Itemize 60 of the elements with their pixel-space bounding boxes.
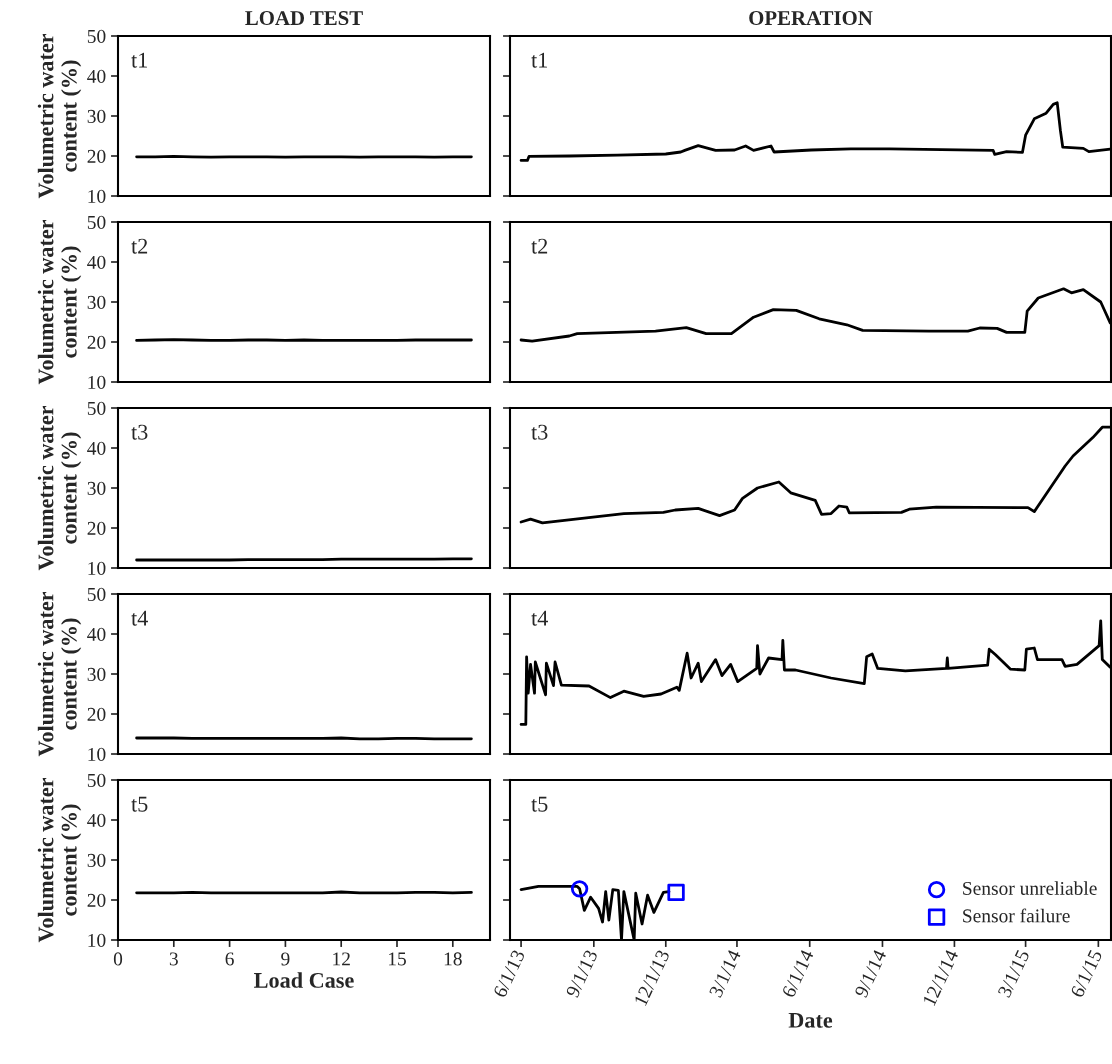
y-tick-label: 30 xyxy=(87,667,106,681)
x-tick-label: 9 xyxy=(281,952,290,966)
chart-title: OPERATION xyxy=(749,11,873,26)
annotation: t2 xyxy=(531,238,548,254)
y-tick-label: 20 xyxy=(87,893,106,907)
y-axis-title: Volumetric water content (%) xyxy=(37,777,82,943)
y-tick-label: 30 xyxy=(87,481,106,495)
y-tick-label: 20 xyxy=(87,335,106,349)
y-tick-label: 40 xyxy=(87,627,106,641)
y-tick-label: 40 xyxy=(87,255,106,269)
x-axis-title: Load Case xyxy=(254,972,354,988)
x-tick-label: 18 xyxy=(444,952,462,966)
x-tick-label: 9/1/13 xyxy=(565,949,598,999)
x-tick-label: 9/1/14 xyxy=(854,948,887,999)
x-tick-label: 12 xyxy=(333,952,350,966)
x-tick-label: 6/1/13 xyxy=(492,949,526,999)
annotation: t5 xyxy=(131,796,148,812)
x-axis-title: Date xyxy=(788,1013,833,1028)
y-tick-label: 30 xyxy=(87,295,106,309)
legend-label: Sensor failure xyxy=(963,908,1070,923)
y-tick-label: 10 xyxy=(88,375,106,389)
x-tick-label: 15 xyxy=(388,952,406,966)
y-tick-label: 50 xyxy=(87,773,106,787)
y-tick-label: 50 xyxy=(87,587,106,601)
y-tick-label: 50 xyxy=(87,215,106,229)
x-tick-label: 6/1/14 xyxy=(781,948,814,999)
y-tick-label: 10 xyxy=(88,933,106,947)
y-tick-label: 10 xyxy=(88,747,106,761)
y-tick-label: 10 xyxy=(88,561,106,575)
y-tick-label: 40 xyxy=(87,69,106,83)
x-tick-label: 0 xyxy=(113,952,123,966)
x-tick-label: 6/1/15 xyxy=(1070,949,1103,999)
annotation: t2 xyxy=(131,238,148,254)
y-axis-title: Volumetric water content (%) xyxy=(37,219,82,385)
y-tick-label: 20 xyxy=(87,707,106,721)
annotation: t1 xyxy=(131,52,147,68)
y-tick-label: 40 xyxy=(87,813,106,827)
y-tick-label: 20 xyxy=(87,149,106,163)
x-tick-label: 6 xyxy=(225,952,234,966)
y-tick-label: 30 xyxy=(87,853,106,867)
y-axis-title: Volumetric water content (%) xyxy=(37,33,82,199)
y-axis-title: Volumetric water content (%) xyxy=(37,591,82,757)
annotation: t4 xyxy=(131,610,148,626)
x-tick-label: 3 xyxy=(169,952,178,966)
y-tick-label: 40 xyxy=(87,441,106,455)
y-tick-label: 50 xyxy=(87,29,106,43)
y-axis-title: Volumetric water content (%) xyxy=(37,405,82,571)
y-tick-label: 30 xyxy=(87,109,106,123)
legend-label: Sensor unreliable xyxy=(963,881,1097,895)
annotation: t5 xyxy=(531,796,548,812)
y-tick-label: 10 xyxy=(88,189,106,203)
annotation: t3 xyxy=(131,424,148,440)
chart-title: LOAD TEST xyxy=(245,11,363,26)
x-tick-label: 3/1/15 xyxy=(997,949,1030,999)
annotation: t1 xyxy=(531,52,547,68)
annotation: t3 xyxy=(531,424,548,440)
annotation: t4 xyxy=(531,610,548,626)
x-tick-label: 3/1/14 xyxy=(708,948,742,999)
y-tick-label: 50 xyxy=(87,401,106,415)
y-tick-label: 20 xyxy=(87,521,106,535)
